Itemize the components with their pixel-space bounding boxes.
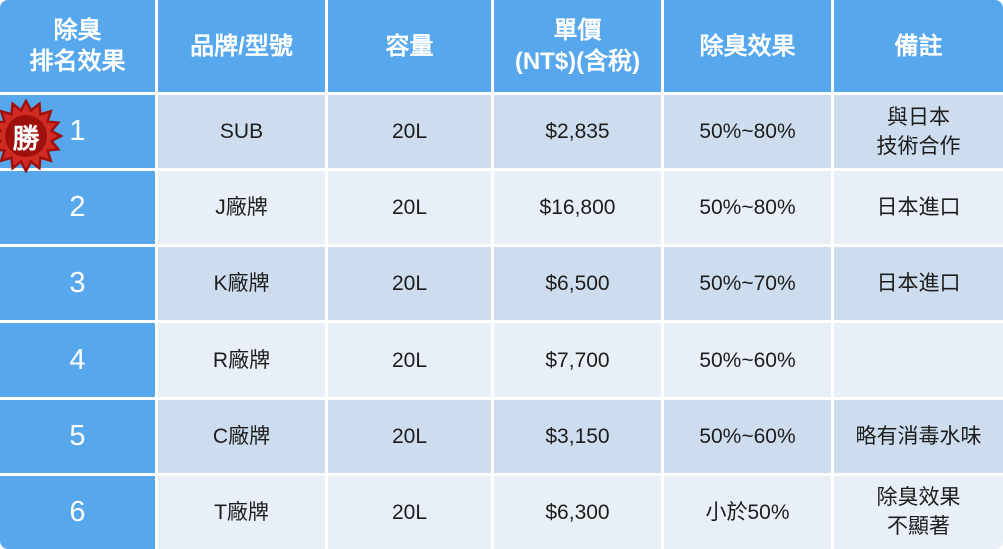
brand-cell: K廠牌 (158, 247, 325, 321)
column-header: 備註 (834, 0, 1003, 92)
rank-cell: 1 (0, 95, 155, 169)
column-header: 除臭效果 (664, 0, 831, 92)
rank-cell: 4 (0, 323, 155, 397)
price-cell: $16,800 (494, 171, 661, 245)
price-cell: $7,700 (494, 323, 661, 397)
column-header: 除臭 排名效果 (0, 0, 155, 92)
brand-cell: J廠牌 (158, 171, 325, 245)
effect-cell: 50%~60% (664, 399, 831, 473)
price-cell: $2,835 (494, 95, 661, 169)
effect-cell: 50%~80% (664, 171, 831, 245)
capacity-cell: 20L (328, 171, 491, 245)
brand-cell: T廠牌 (158, 475, 325, 549)
note-cell: 略有消毒水味 (834, 399, 1003, 473)
effect-cell: 小於50% (664, 475, 831, 549)
capacity-cell: 20L (328, 323, 491, 397)
rank-cell: 2 (0, 171, 155, 245)
price-cell: $6,500 (494, 247, 661, 321)
effect-cell: 50%~60% (664, 323, 831, 397)
capacity-cell: 20L (328, 95, 491, 169)
note-cell: 日本進口 (834, 171, 1003, 245)
rank-cell: 3 (0, 247, 155, 321)
price-cell: $3,150 (494, 399, 661, 473)
effect-cell: 50%~80% (664, 95, 831, 169)
effect-cell: 50%~70% (664, 247, 831, 321)
note-cell: 日本進口 (834, 247, 1003, 321)
brand-cell: R廠牌 (158, 323, 325, 397)
price-cell: $6,300 (494, 475, 661, 549)
note-cell (834, 323, 1003, 397)
column-header: 單價 (NT$)(含稅) (494, 0, 661, 92)
rank-cell: 6 (0, 475, 155, 549)
capacity-cell: 20L (328, 247, 491, 321)
rank-cell: 5 (0, 399, 155, 473)
capacity-cell: 20L (328, 399, 491, 473)
note-cell: 除臭效果 不顯著 (834, 475, 1003, 549)
column-header: 品牌/型號 (158, 0, 325, 92)
capacity-cell: 20L (328, 475, 491, 549)
brand-cell: C廠牌 (158, 399, 325, 473)
brand-cell: SUB (158, 95, 325, 169)
note-cell: 與日本 技術合作 (834, 95, 1003, 169)
column-header: 容量 (328, 0, 491, 92)
